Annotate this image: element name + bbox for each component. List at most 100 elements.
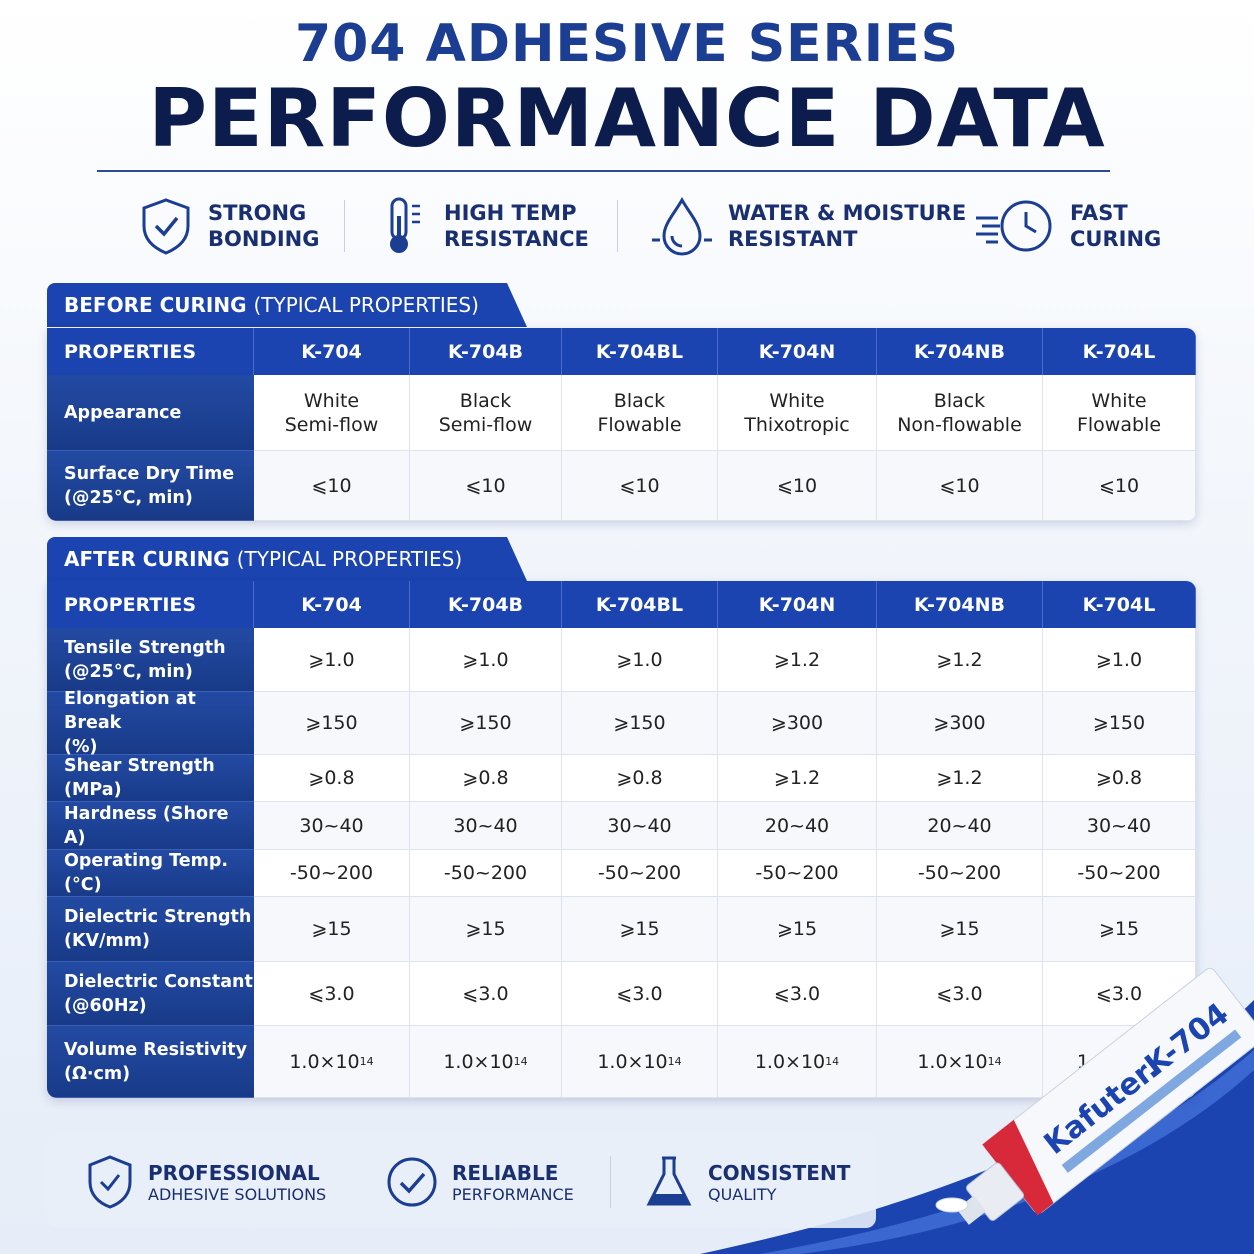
table-cell: ⩾150 <box>562 692 718 755</box>
table-cell: ⩾0.8 <box>1043 755 1196 802</box>
value-exponent: 14 <box>667 1054 682 1068</box>
footer-badge: PROFESSIONAL ADHESIVE SOLUTIONS <box>86 1152 326 1212</box>
table-cell: Black Semi-flow <box>410 375 562 451</box>
column-header: PROPERTIES <box>47 581 254 628</box>
table-cell: ⩽10 <box>410 451 562 521</box>
table-cell: ⩽3.0 <box>718 962 877 1026</box>
table-cell: ⩾1.2 <box>877 755 1043 802</box>
row-label: Shear Strength (MPa) <box>47 755 254 802</box>
table-cell: -50~200 <box>1043 850 1196 897</box>
value-exponent: 14 <box>987 1054 1002 1068</box>
table-cell: 30~40 <box>562 802 718 850</box>
table-cell: ⩾0.8 <box>562 755 718 802</box>
table-cell: ⩽3.0 <box>877 962 1043 1026</box>
section-tab: AFTER CURING (TYPICAL PROPERTIES) <box>47 537 527 581</box>
table-cell: ⩾15 <box>718 897 877 962</box>
table-cell: ⩽10 <box>718 451 877 521</box>
column-header: K-704NB <box>877 328 1043 375</box>
before-table: PROPERTIES K-704 K-704B K-704BL K-704N K-704N… <box>47 328 1196 521</box>
separator <box>344 200 345 252</box>
line: WATER & MOISTURE <box>728 201 967 225</box>
thermometer-icon <box>390 197 420 253</box>
table-cell: ⩽3.0 <box>562 962 718 1026</box>
line: HIGH TEMP <box>444 201 577 225</box>
table-cell: ⩾1.0 <box>1043 628 1196 692</box>
section-heading: BEFORE CURING <box>64 293 247 317</box>
row-label: Dielectric Strength (KV/mm) <box>47 897 254 962</box>
column-header: PROPERTIES <box>47 328 254 375</box>
line: RESISTANCE <box>444 227 589 251</box>
value-base: 1.0×10 <box>289 1050 360 1073</box>
table-cell: 20~40 <box>718 802 877 850</box>
column-header: K-704B <box>410 581 562 628</box>
table-cell: ⩾1.2 <box>877 628 1043 692</box>
shield-icon <box>142 198 190 255</box>
column-header: K-704 <box>254 581 410 628</box>
table-cell: ⩾1.2 <box>718 628 877 692</box>
column-header: K-704B <box>410 328 562 375</box>
line: FAST <box>1070 201 1128 225</box>
title: 704 ADHESIVE SERIES <box>294 14 960 74</box>
line: BONDING <box>208 227 320 251</box>
table-cell: ⩾15 <box>1043 897 1196 962</box>
table-cell: ⩾15 <box>877 897 1043 962</box>
separator <box>617 200 618 252</box>
feature: FAST CURING <box>972 196 1161 256</box>
value-base: 1.0×10 <box>754 1050 826 1073</box>
table-cell: ⩾15 <box>254 897 410 962</box>
row-label: Dielectric Constant (@60Hz) <box>47 962 254 1026</box>
value-exponent: 14 <box>359 1054 374 1068</box>
footer-badge: CONSISTENT QUALITY <box>644 1152 850 1212</box>
table-cell: -50~200 <box>718 850 877 897</box>
shield-icon <box>88 1155 132 1209</box>
column-header: K-704N <box>718 328 877 375</box>
feature-label: WATER & MOISTURE RESISTANT <box>728 200 966 252</box>
table-cell: -50~200 <box>877 850 1043 897</box>
table-cell: ⩾0.8 <box>410 755 562 802</box>
section-tab: BEFORE CURING (TYPICAL PROPERTIES) <box>47 283 527 327</box>
divider <box>97 170 1110 172</box>
table-cell: -50~200 <box>254 850 410 897</box>
table-cell: ⩾15 <box>410 897 562 962</box>
feature: WATER & MOISTURE RESISTANT <box>650 196 966 256</box>
table-cell: ⩾300 <box>718 692 877 755</box>
row-label: Tensile Strength (@25°C, min) <box>47 628 254 692</box>
table-cell: 30~40 <box>254 802 410 850</box>
feature-label: STRONG BONDING <box>208 200 320 252</box>
badge-title: PROFESSIONAL <box>148 1160 320 1185</box>
column-header: K-704L <box>1043 581 1196 628</box>
table-cell: White Semi-flow <box>254 375 410 451</box>
table-cell: ⩽3.0 <box>410 962 562 1026</box>
subtitle: PERFORMANCE DATA <box>148 72 1106 165</box>
badge-title: CONSISTENT <box>708 1160 851 1185</box>
line: STRONG <box>208 201 307 225</box>
table-cell: Black Flowable <box>562 375 718 451</box>
footer-card <box>47 1133 876 1228</box>
table-cell: ⩾150 <box>254 692 410 755</box>
column-header: K-704NB <box>877 581 1043 628</box>
section-heading: AFTER CURING <box>64 547 230 571</box>
table-cell: ⩾1.0 <box>562 628 718 692</box>
table-cell: ⩽10 <box>254 451 410 521</box>
product-tube: Kafuter. K-704 <box>935 967 1254 1225</box>
separator <box>610 1156 611 1208</box>
table-cell: ⩾1.0 <box>410 628 562 692</box>
badge-subtitle: ADHESIVE SOLUTIONS <box>148 1184 327 1204</box>
column-header: K-704 <box>254 328 410 375</box>
value-base: 1.0×10 <box>597 1050 668 1073</box>
drop-icon <box>652 196 712 256</box>
table-cell: 30~40 <box>410 802 562 850</box>
row-label: Appearance <box>47 375 254 451</box>
footer-badge: RELIABLE PERFORMANCE <box>386 1152 574 1212</box>
table-cell: Black Non-flowable <box>877 375 1043 451</box>
table-cell: White Thixotropic <box>718 375 877 451</box>
table-cell: ⩾150 <box>1043 692 1196 755</box>
column-header: K-704N <box>718 581 877 628</box>
table-cell: ⩽3.0 <box>254 962 410 1026</box>
